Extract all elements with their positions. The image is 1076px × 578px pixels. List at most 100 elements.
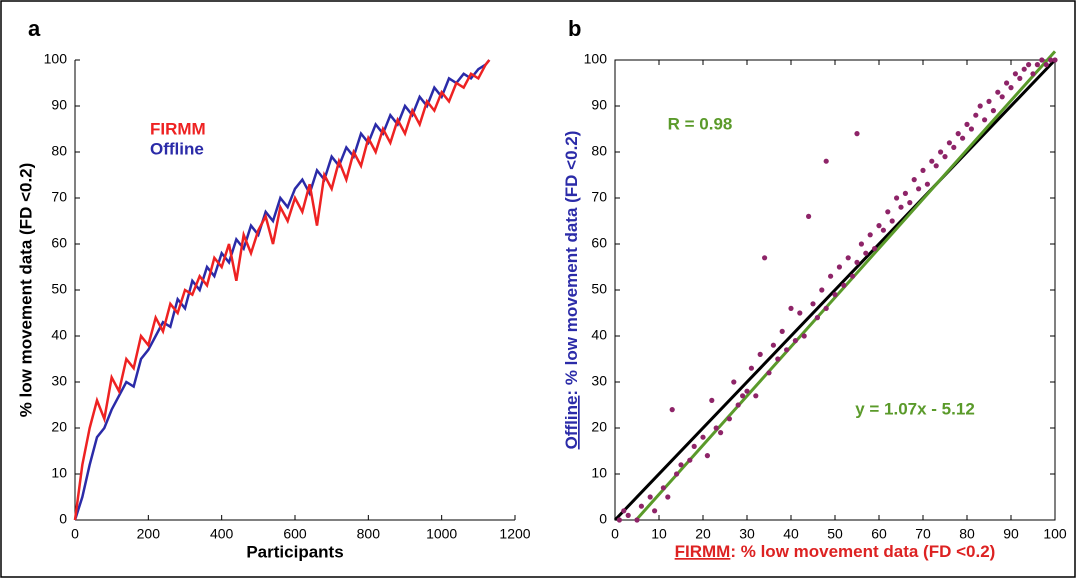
scatter-point [977, 103, 983, 109]
scatter-point [907, 200, 913, 206]
scatter-point [823, 305, 829, 311]
x-tick-label: 90 [1003, 526, 1019, 542]
scatter-point [647, 494, 653, 500]
series-line [73, 59, 491, 521]
panel-label: b [568, 16, 581, 41]
scatter-point [687, 457, 693, 463]
scatter-point [872, 246, 878, 252]
scatter-point [836, 264, 843, 270]
x-tick-label: 40 [783, 526, 799, 542]
x-tick-label: 30 [739, 526, 755, 542]
scatter-point [691, 443, 697, 449]
scatter-point [788, 305, 794, 311]
y-tick-label: 70 [51, 189, 67, 205]
scatter-point [762, 255, 768, 261]
scatter-point [792, 338, 799, 344]
scatter-point [819, 287, 825, 293]
scatter-point [845, 255, 851, 261]
scatter-point [718, 430, 724, 436]
scatter-point [920, 167, 926, 173]
x-tick-label: 20 [695, 526, 711, 542]
scatter-point [652, 508, 658, 514]
x-tick-label: 0 [611, 526, 619, 542]
scatter-point [894, 195, 900, 201]
x-axis-label: FIRMM: % low movement data (FD <0.2) [675, 542, 996, 561]
y-tick-label: 100 [584, 51, 608, 67]
scatter-point [669, 407, 675, 413]
scatter-point [841, 282, 847, 288]
scatter-point [731, 379, 737, 385]
scatter-point [876, 223, 882, 229]
series-line [73, 59, 491, 521]
scatter-point [1021, 66, 1027, 72]
scatter-point [621, 508, 627, 514]
annotation: y = 1.07x - 5.12 [855, 399, 975, 418]
x-axis-label-name: FIRMM [675, 542, 731, 561]
scatter-point [889, 218, 895, 224]
scatter-point [700, 434, 706, 440]
scatter-point [814, 315, 821, 321]
scatter-point [916, 186, 922, 192]
scatter-point [995, 89, 1001, 95]
scatter-point [1017, 75, 1023, 81]
scatter-point [806, 213, 812, 219]
scatter-point [1039, 57, 1045, 63]
y-tick-label: 30 [591, 373, 607, 389]
scatter-point [986, 98, 992, 104]
scatter-point [1004, 80, 1010, 86]
y-tick-label: 20 [591, 419, 607, 435]
scatter-point [779, 328, 785, 334]
y-tick-label: 0 [59, 511, 67, 527]
scatter-point [832, 292, 838, 298]
scatter-point [854, 259, 860, 265]
y-axis-label: % low movement data (FD <0.2) [16, 163, 35, 418]
scatter-point [942, 154, 948, 160]
x-tick-label: 0 [71, 526, 79, 542]
scatter-point [964, 121, 970, 127]
scatter-point [704, 453, 711, 459]
scatter-point [784, 347, 790, 353]
scatter-point [902, 190, 909, 196]
scatter-point [924, 181, 931, 187]
x-tick-label: 1000 [426, 526, 457, 542]
scatter-point [898, 204, 904, 210]
scatter-point [823, 158, 829, 164]
scatter-point [1052, 57, 1058, 63]
scatter-point [797, 310, 803, 316]
y-tick-label: 60 [51, 235, 67, 251]
x-tick-label: 50 [827, 526, 843, 542]
scatter-point [880, 227, 887, 233]
scatter-point [766, 370, 772, 376]
x-tick-label: 70 [915, 526, 931, 542]
x-tick-label: 1200 [499, 526, 530, 542]
scatter-point [735, 402, 741, 408]
y-tick-label: 80 [51, 143, 67, 159]
scatter-point [748, 365, 755, 371]
scatter-point [828, 273, 834, 279]
y-axis-label: Offline: % low movement data (FD <0.2) [562, 131, 581, 450]
x-tick-label: 800 [357, 526, 381, 542]
scatter-point [801, 333, 807, 339]
scatter-point [1008, 85, 1014, 91]
scatter-point [1012, 71, 1019, 77]
scatter-point [955, 131, 961, 137]
x-tick-label: 600 [283, 526, 307, 542]
scatter-point [973, 112, 979, 118]
y-tick-label: 10 [51, 465, 67, 481]
x-tick-label: 400 [210, 526, 234, 542]
scatter-point [638, 503, 645, 509]
scatter-point [753, 393, 759, 399]
y-tick-label: 80 [591, 143, 607, 159]
scatter-point [867, 232, 873, 238]
scatter-point [863, 250, 869, 256]
scatter-point [854, 131, 860, 137]
scatter-point [775, 356, 781, 362]
x-tick-label: 10 [651, 526, 667, 542]
scatter-point [946, 140, 953, 146]
y-tick-label: 90 [591, 97, 607, 113]
y-tick-label: 30 [51, 373, 67, 389]
scatter-point [660, 485, 667, 491]
scatter-point [960, 135, 966, 141]
